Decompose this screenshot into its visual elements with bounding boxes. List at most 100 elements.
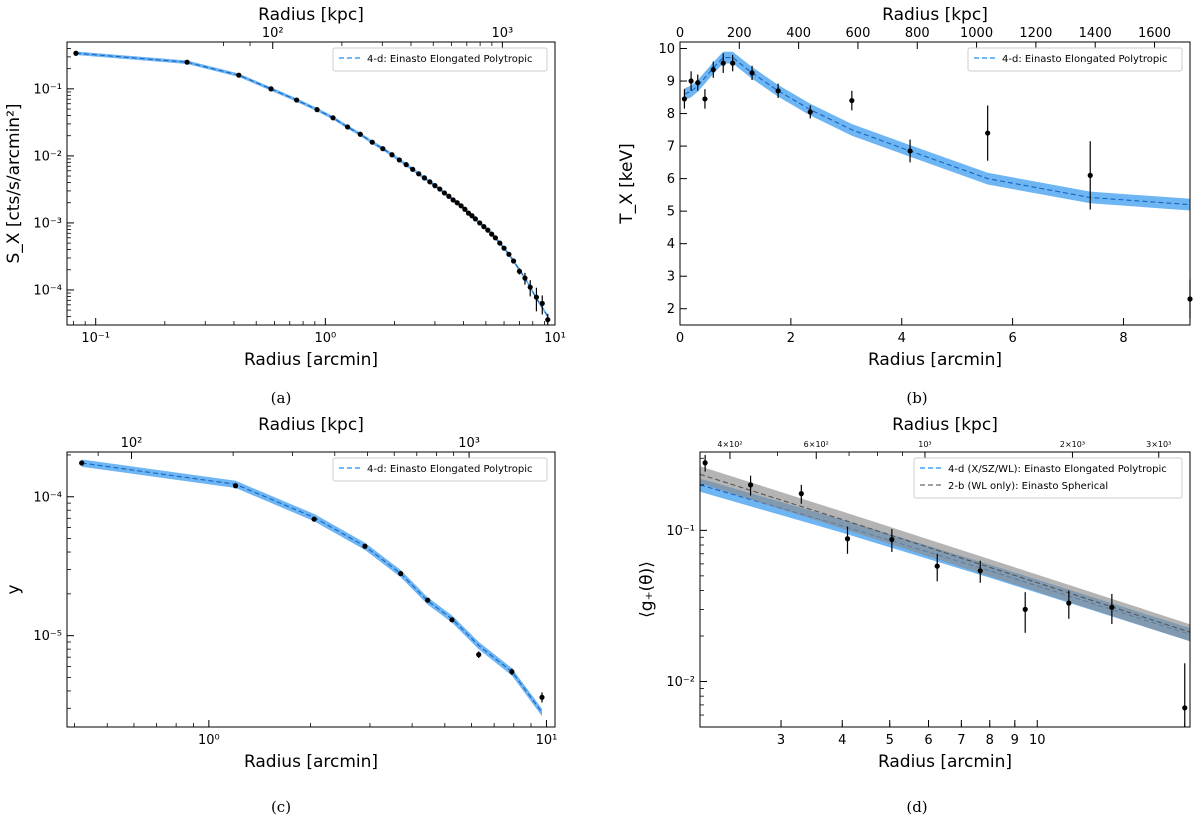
series-line-1 [700, 473, 1190, 633]
data-point [458, 203, 464, 209]
x-axis-label: Radius [arcmin] [244, 752, 378, 772]
y-axis-label: S_X [cts/s/arcmin²] [4, 103, 24, 263]
data-point [314, 107, 320, 113]
data-point [710, 67, 716, 73]
y-tick-label: 7 [667, 140, 675, 155]
data-point [472, 216, 478, 222]
data-point [432, 183, 438, 189]
axes-frame [66, 451, 556, 728]
y-tick-label: 10⁻³ [33, 216, 62, 231]
series-line-0 [75, 52, 549, 317]
data-point [421, 175, 428, 181]
data-point [236, 72, 242, 78]
top-tick-label: 10³ [491, 26, 513, 41]
data-point [489, 231, 495, 237]
x-axis-label: Radius [arcmin] [868, 350, 1002, 370]
data-point [476, 652, 482, 658]
x-tick-label: 10⁻¹ [81, 331, 110, 346]
series-line-0 [81, 462, 543, 713]
top-tick-label: 10² [121, 436, 143, 451]
data-point [450, 197, 456, 203]
data-point [345, 124, 351, 130]
y-tick-label: 10⁻² [666, 675, 695, 690]
data-point [889, 536, 895, 543]
data-point [509, 669, 515, 675]
data-point [702, 96, 708, 102]
data-point [1022, 606, 1028, 612]
data-point [1109, 604, 1115, 610]
chart-a: 10⁻¹ 10⁰ 10¹ 10⁻⁴ 10⁻³ 10⁻² 10⁻¹ 10² 10³ Radius [… [4, 5, 566, 370]
x-tick-label: 10 [1029, 733, 1046, 748]
caption-a: (a) [271, 389, 292, 407]
x-tick-label: 6 [1008, 331, 1016, 346]
data-point [1087, 172, 1093, 178]
y-axis-label: ⟨g₊(θ)⟩ [637, 561, 657, 618]
data-point [527, 284, 533, 290]
top-tick-label: 1600 [1138, 26, 1171, 41]
data-point [311, 516, 317, 522]
y-tick-label: 10⁻⁴ [33, 490, 62, 505]
legend-box [913, 457, 1183, 499]
data-point [330, 115, 336, 121]
data-point [437, 186, 443, 192]
x-tick-label: 4 [838, 733, 846, 748]
data-point [695, 80, 701, 86]
data-point [720, 60, 726, 66]
legend-box [332, 47, 548, 72]
data-point [977, 568, 983, 574]
data-point [849, 97, 855, 104]
data-point [389, 152, 395, 158]
plot-area [75, 51, 549, 319]
caption-b: (b) [906, 389, 927, 407]
data-point [522, 275, 528, 281]
top-tick-label: 400 [786, 26, 811, 41]
x-tick-label: 10¹ [544, 331, 566, 346]
series-band-0 [684, 51, 1190, 211]
data-point [425, 597, 431, 603]
data-point [449, 617, 455, 623]
top-tick-label: 3×10³ [1146, 440, 1171, 449]
data-point [398, 570, 404, 577]
data-point [497, 240, 503, 246]
caption-d: (d) [906, 798, 927, 816]
top-tick-label: 10² [262, 26, 284, 41]
y-tick-label: 10⁻² [33, 149, 62, 164]
data-point [232, 483, 239, 489]
data-point [702, 460, 708, 466]
data-point [362, 543, 368, 549]
data-point [492, 235, 498, 241]
data-point [416, 171, 422, 177]
plot-area [700, 466, 1190, 642]
y-tick-label: 10 [658, 42, 675, 57]
data-point [485, 227, 491, 233]
y-tick-label: 3 [667, 270, 675, 285]
series-band-1 [700, 466, 1190, 642]
series-band-0 [81, 459, 542, 717]
data-point [469, 213, 475, 219]
axes-frame [679, 41, 1191, 326]
axes-frame [66, 41, 556, 326]
data-point [396, 157, 402, 163]
y-tick-label: 8 [667, 107, 675, 122]
data-point [545, 317, 551, 323]
data-point [501, 245, 507, 251]
caption-c: (c) [271, 798, 291, 816]
data-point [539, 694, 545, 700]
data-point [730, 60, 736, 66]
x-tick-label: 10⁰ [314, 331, 336, 346]
x-axis-label: Radius [arcmin] [878, 752, 1012, 772]
top-axis-label: Radius [kpc] [892, 415, 998, 435]
data-point [446, 193, 452, 199]
top-tick-label: 600 [846, 26, 871, 41]
chart-d: 3 4 5 6 7 8 9 10 10⁻² 10⁻¹ 4×10² 6×10² 10³ 2×10³ 3×10³… [637, 415, 1191, 772]
legend-label: 4-d: Einasto Elongated Polytropic [367, 54, 533, 65]
x-tick-label: 9 [1011, 733, 1019, 748]
y-tick-label: 10⁻⁴ [33, 283, 62, 298]
data-point [1066, 600, 1072, 606]
data-point [268, 86, 274, 92]
y-tick-label: 6 [667, 172, 675, 187]
series-band-0 [75, 51, 548, 319]
data-point [510, 258, 517, 264]
x-tick-label: 0 [676, 331, 684, 346]
top-axis-label: Radius [kpc] [882, 5, 988, 25]
